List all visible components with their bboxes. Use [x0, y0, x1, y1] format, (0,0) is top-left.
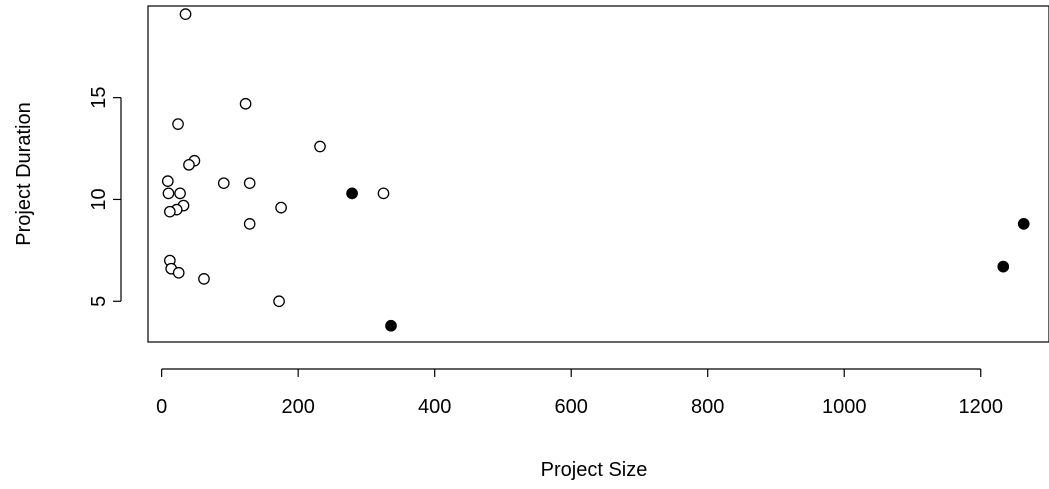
data-point-open [198, 273, 210, 285]
data-point-open [174, 187, 186, 200]
y-tick-label: 15 [88, 87, 110, 109]
y-tick-label: 5 [88, 296, 110, 307]
data-point-open [239, 97, 252, 110]
data-point-filled [997, 260, 1010, 273]
x-tick-label: 0 [156, 396, 167, 418]
x-tick-label: 1200 [958, 396, 1003, 418]
data-points [161, 8, 1030, 332]
data-point-open [161, 175, 174, 187]
x-tick-label: 1000 [822, 396, 867, 418]
data-point-open [243, 177, 256, 190]
data-point-open [377, 187, 390, 200]
x-tick-label: 800 [691, 396, 724, 418]
data-point-open [172, 118, 184, 130]
y-axis: 5 10 15 [88, 87, 122, 307]
data-point-open [179, 8, 192, 20]
x-tick-label: 400 [418, 396, 451, 418]
data-point-filled [346, 187, 358, 200]
x-axis-title: Project Size [541, 459, 648, 481]
plot-frame [147, 5, 1049, 343]
data-point-filled [1017, 218, 1030, 230]
data-point-open [217, 177, 230, 190]
data-point-open [163, 205, 176, 218]
y-axis-title: Project Duration [13, 102, 35, 245]
data-point-open [314, 140, 326, 153]
data-point-open [183, 158, 195, 171]
data-point-open [162, 187, 175, 200]
y-tick-label: 10 [88, 188, 110, 210]
x-tick-label: 200 [281, 396, 314, 418]
x-axis: 0 200 400 600 800 1000 1200 [156, 368, 1003, 418]
x-tick-label: 600 [555, 396, 588, 418]
data-point-open [172, 266, 185, 279]
data-point-open [275, 201, 287, 214]
data-point-open [273, 295, 285, 308]
data-point-filled [385, 319, 397, 332]
data-point-open [243, 218, 256, 230]
